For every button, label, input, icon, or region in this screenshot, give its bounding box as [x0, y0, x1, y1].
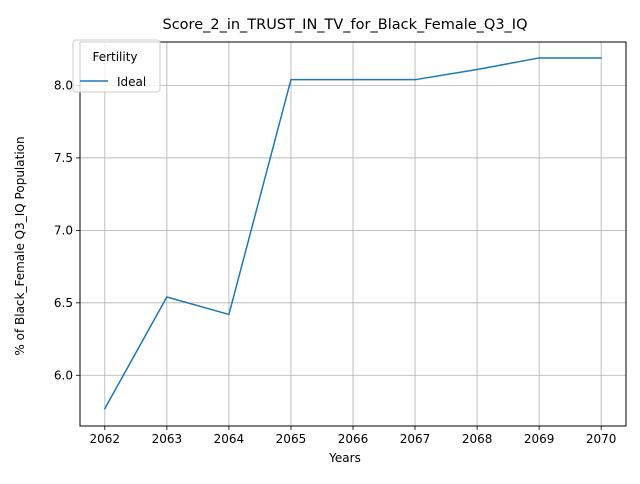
x-tick-label: 2069 — [524, 432, 555, 446]
x-tick-label: 2064 — [214, 432, 245, 446]
data-point — [228, 313, 230, 316]
x-axis-ticks: 2062 2063 2064 2065 2066 2067 2068 2069 2070 — [90, 426, 617, 446]
legend-title: Fertility — [92, 50, 137, 64]
y-tick-label: 6.0 — [54, 368, 73, 382]
x-tick-label: 2062 — [90, 432, 121, 446]
data-point — [352, 78, 354, 81]
x-tick-label: 2066 — [338, 432, 369, 446]
series-layer — [104, 57, 602, 410]
x-axis-label: Years — [328, 451, 361, 465]
y-axis-label: % of Black_Female Q3_IQ Population — [13, 136, 27, 355]
chart-title: Score_2_in_TRUST_IN_TV_for_Black_Female_… — [163, 17, 528, 33]
x-tick-label: 2065 — [276, 432, 307, 446]
data-point — [414, 78, 416, 81]
data-point — [290, 78, 292, 81]
y-axis-ticks: 6.0 6.5 7.0 7.5 8.0 — [54, 78, 80, 382]
data-point — [104, 407, 106, 410]
data-point — [538, 57, 540, 59]
legend-box — [72, 39, 161, 93]
x-tick-label: 2068 — [462, 432, 493, 446]
x-tick-label: 2070 — [586, 432, 617, 446]
y-tick-label: 7.5 — [54, 151, 73, 165]
y-tick-label: 7.0 — [54, 223, 73, 237]
data-point — [600, 57, 602, 59]
legend: Fertility Ideal — [72, 39, 161, 93]
data-point — [166, 296, 168, 298]
x-tick-label: 2067 — [400, 432, 431, 446]
grid — [80, 42, 626, 426]
y-tick-label: 8.0 — [54, 78, 73, 92]
data-point — [476, 68, 478, 71]
x-tick-label: 2063 — [152, 432, 183, 446]
legend-label-ideal: Ideal — [117, 75, 146, 89]
y-tick-label: 6.5 — [54, 296, 73, 310]
